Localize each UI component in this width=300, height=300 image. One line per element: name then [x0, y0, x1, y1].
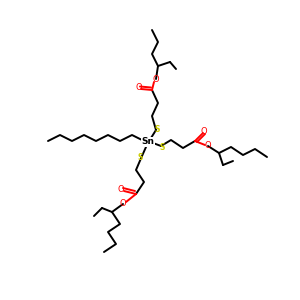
Text: S: S — [159, 142, 165, 152]
Text: O: O — [201, 128, 207, 136]
Text: O: O — [205, 142, 211, 151]
Text: O: O — [120, 200, 126, 208]
Text: O: O — [118, 185, 124, 194]
Text: O: O — [136, 83, 142, 92]
Text: Sn: Sn — [142, 137, 154, 146]
Text: O: O — [153, 74, 159, 83]
Text: S: S — [154, 124, 160, 134]
Text: S: S — [137, 154, 143, 163]
